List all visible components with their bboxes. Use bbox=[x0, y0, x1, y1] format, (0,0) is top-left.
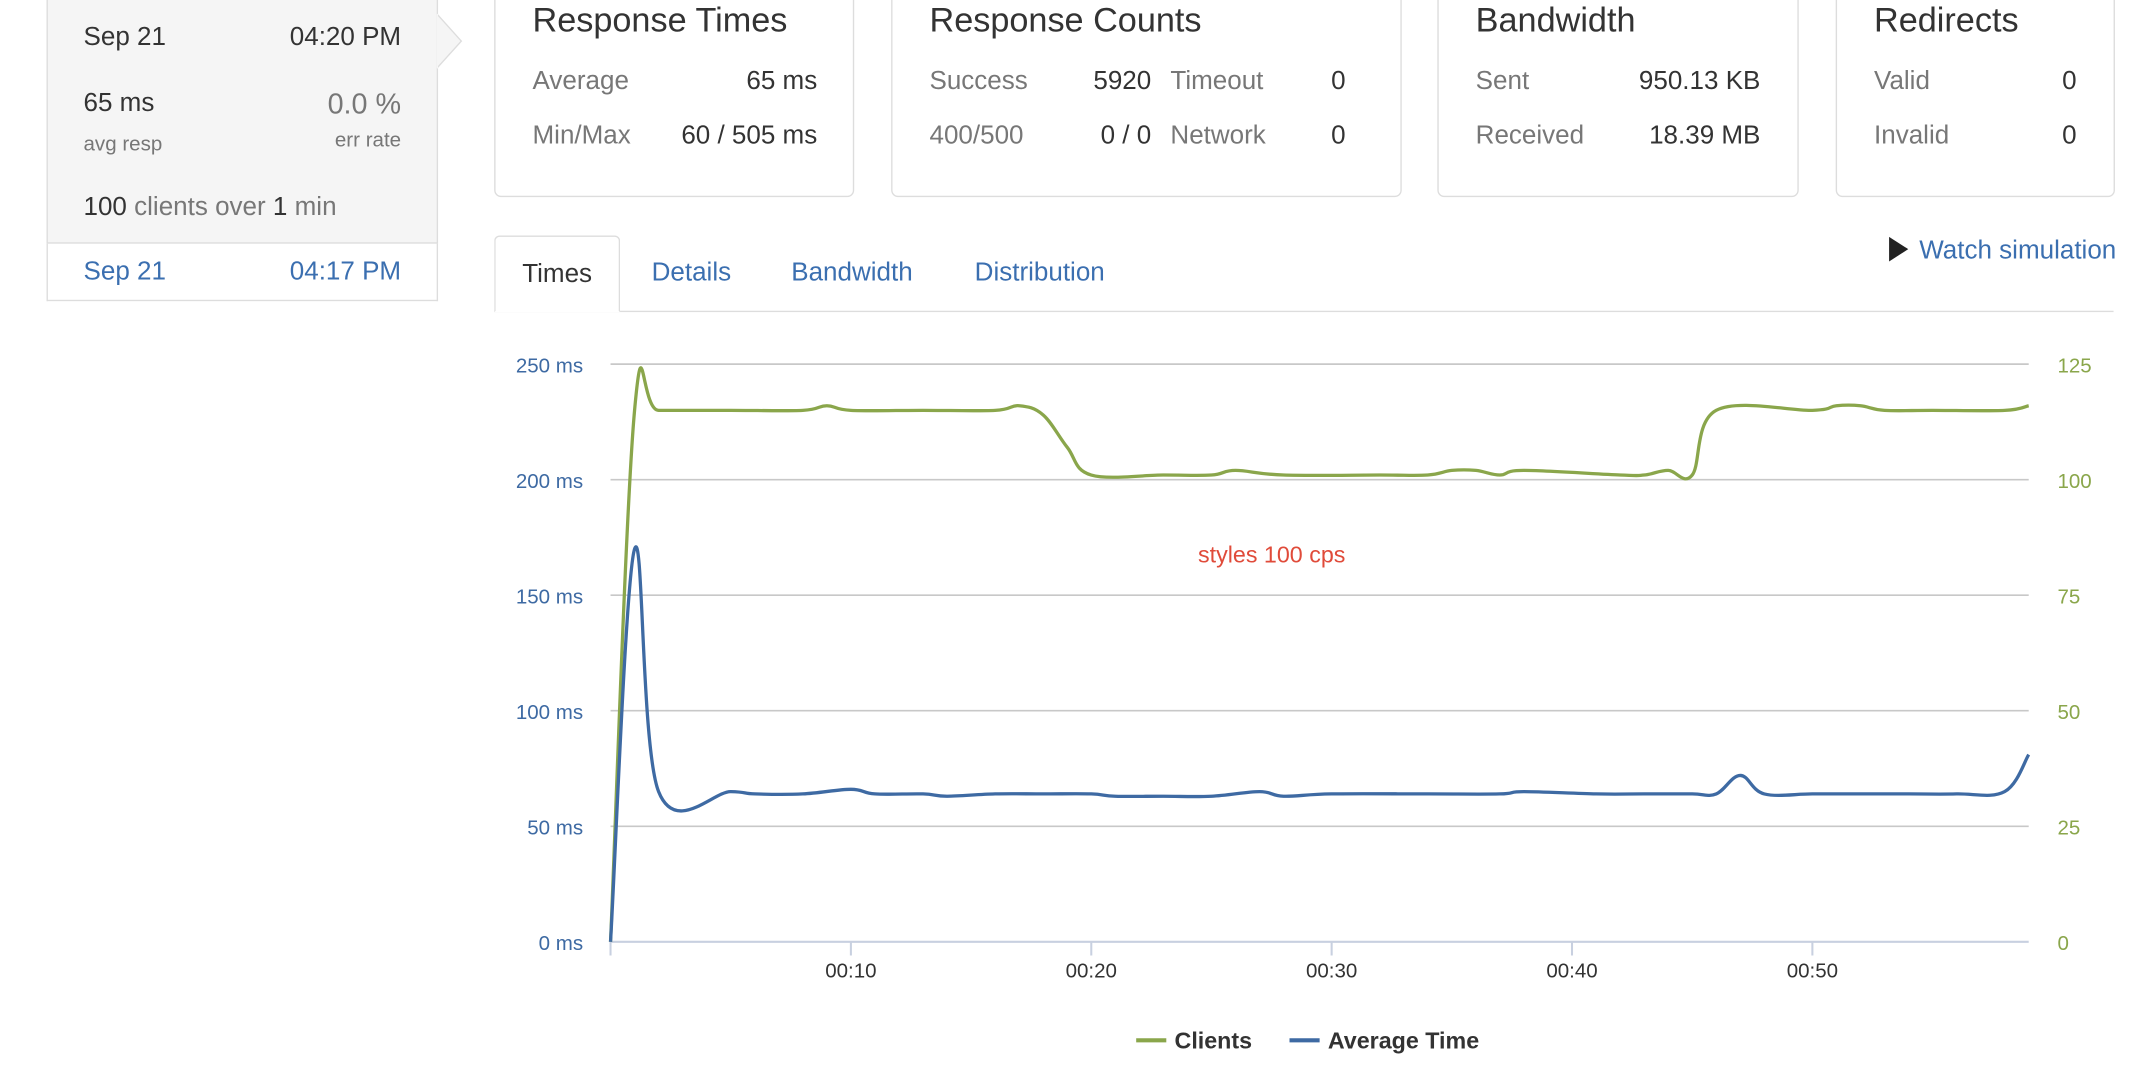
timeout-value: 0 bbox=[1331, 67, 1346, 96]
card-pointer-arrow bbox=[436, 13, 486, 69]
network-label: Network bbox=[1170, 121, 1266, 151]
y-left-tick-label: 250 ms bbox=[516, 354, 583, 377]
valid-value: 0 bbox=[2062, 67, 2077, 96]
http-errors-label: 400/500 bbox=[929, 121, 1024, 151]
http-errors-value: 0 / 0 bbox=[1100, 121, 1152, 151]
y-right-tick-label: 100 bbox=[2057, 470, 2091, 493]
valid-label: Valid bbox=[1874, 67, 1930, 96]
history-time: 04:17 PM bbox=[289, 257, 402, 287]
success-value: 5920 bbox=[1093, 67, 1152, 96]
response-counts-panel: Response Counts Success 5920 Timeout 0 4… bbox=[891, 0, 1402, 198]
y-left-tick-label: 200 ms bbox=[516, 470, 583, 493]
y-right-tick-label: 0 bbox=[2057, 932, 2068, 955]
chart-annotation: styles 100 cps bbox=[1198, 542, 1345, 568]
test-time: 04:20 PM bbox=[289, 23, 402, 53]
y-right-tick-label: 50 bbox=[2057, 701, 2080, 724]
clients-count: 100 bbox=[83, 193, 127, 222]
x-tick-label: 00:20 bbox=[1066, 959, 1117, 982]
series-line-average-time bbox=[608, 545, 2031, 942]
history-item[interactable]: Sep 21 04:17 PM bbox=[46, 243, 439, 302]
avg-resp-value: 65 ms bbox=[83, 88, 155, 118]
invalid-label: Invalid bbox=[1874, 121, 1950, 151]
x-tick-label: 00:30 bbox=[1306, 959, 1357, 982]
tab-distribution[interactable]: Distribution bbox=[974, 258, 1105, 288]
duration-value: 1 bbox=[272, 193, 288, 222]
network-value: 0 bbox=[1331, 121, 1346, 151]
err-rate-value: 0.0 % bbox=[327, 88, 402, 121]
received-label: Received bbox=[1475, 121, 1585, 151]
err-rate-label: err rate bbox=[334, 128, 402, 152]
panel-title: Bandwidth bbox=[1475, 1, 1636, 40]
redirects-panel: Redirects Valid 0 Invalid 0 bbox=[1835, 0, 2115, 198]
watch-simulation-button[interactable]: Watch simulation bbox=[1889, 236, 2117, 267]
panel-title: Response Times bbox=[532, 1, 788, 40]
received-value: 18.39 MB bbox=[1649, 121, 1761, 151]
x-tick-label: 00:10 bbox=[825, 959, 876, 982]
average-value: 65 ms bbox=[746, 67, 818, 96]
y-right-tick-label: 25 bbox=[2057, 816, 2080, 839]
panel-title: Response Counts bbox=[929, 1, 1202, 40]
panel-title: Redirects bbox=[1874, 1, 2019, 40]
x-tick-label: 00:40 bbox=[1546, 959, 1597, 982]
y-right-tick-label: 75 bbox=[2057, 585, 2080, 608]
clients-summary: 100 clients over 1 min bbox=[84, 193, 337, 223]
clients-text: clients over bbox=[134, 193, 266, 222]
tab-times[interactable]: Times bbox=[494, 235, 621, 313]
tab-details[interactable]: Details bbox=[651, 258, 732, 288]
y-left-tick-label: 100 ms bbox=[516, 701, 583, 724]
duration-unit: min bbox=[294, 193, 337, 222]
play-icon bbox=[1889, 236, 1909, 262]
response-times-panel: Response Times Average 65 ms Min/Max 60 … bbox=[494, 0, 855, 198]
minmax-label: Min/Max bbox=[532, 121, 631, 151]
sent-value: 950.13 KB bbox=[1638, 67, 1761, 96]
y-left-tick-label: 0 ms bbox=[539, 932, 583, 955]
timeout-label: Timeout bbox=[1170, 67, 1264, 96]
legend-label-clients: Clients bbox=[1175, 1028, 1253, 1054]
sent-label: Sent bbox=[1475, 67, 1530, 96]
current-test-card[interactable]: Sep 21 04:20 PM 65 ms avg resp 0.0 % err… bbox=[46, 0, 439, 244]
test-date: Sep 21 bbox=[83, 23, 166, 53]
series-line-clients bbox=[608, 366, 2030, 942]
history-date: Sep 21 bbox=[83, 257, 166, 287]
success-label: Success bbox=[929, 67, 1028, 96]
average-label: Average bbox=[532, 67, 629, 96]
minmax-value: 60 / 505 ms bbox=[681, 121, 818, 151]
bandwidth-panel: Bandwidth Sent 950.13 KB Received 18.39 … bbox=[1437, 0, 1799, 198]
tabs-divider bbox=[494, 310, 2114, 313]
tab-bandwidth[interactable]: Bandwidth bbox=[791, 258, 913, 288]
avg-resp-label: avg resp bbox=[83, 132, 163, 157]
watch-simulation-label: Watch simulation bbox=[1919, 236, 2117, 266]
y-left-tick-label: 150 ms bbox=[516, 585, 583, 608]
y-right-tick-label: 125 bbox=[2057, 354, 2091, 377]
x-tick-label: 00:50 bbox=[1787, 959, 1838, 982]
invalid-value: 0 bbox=[2062, 121, 2077, 151]
y-left-tick-label: 50 ms bbox=[527, 816, 583, 839]
legend-label-average-time: Average Time bbox=[1328, 1028, 1479, 1054]
